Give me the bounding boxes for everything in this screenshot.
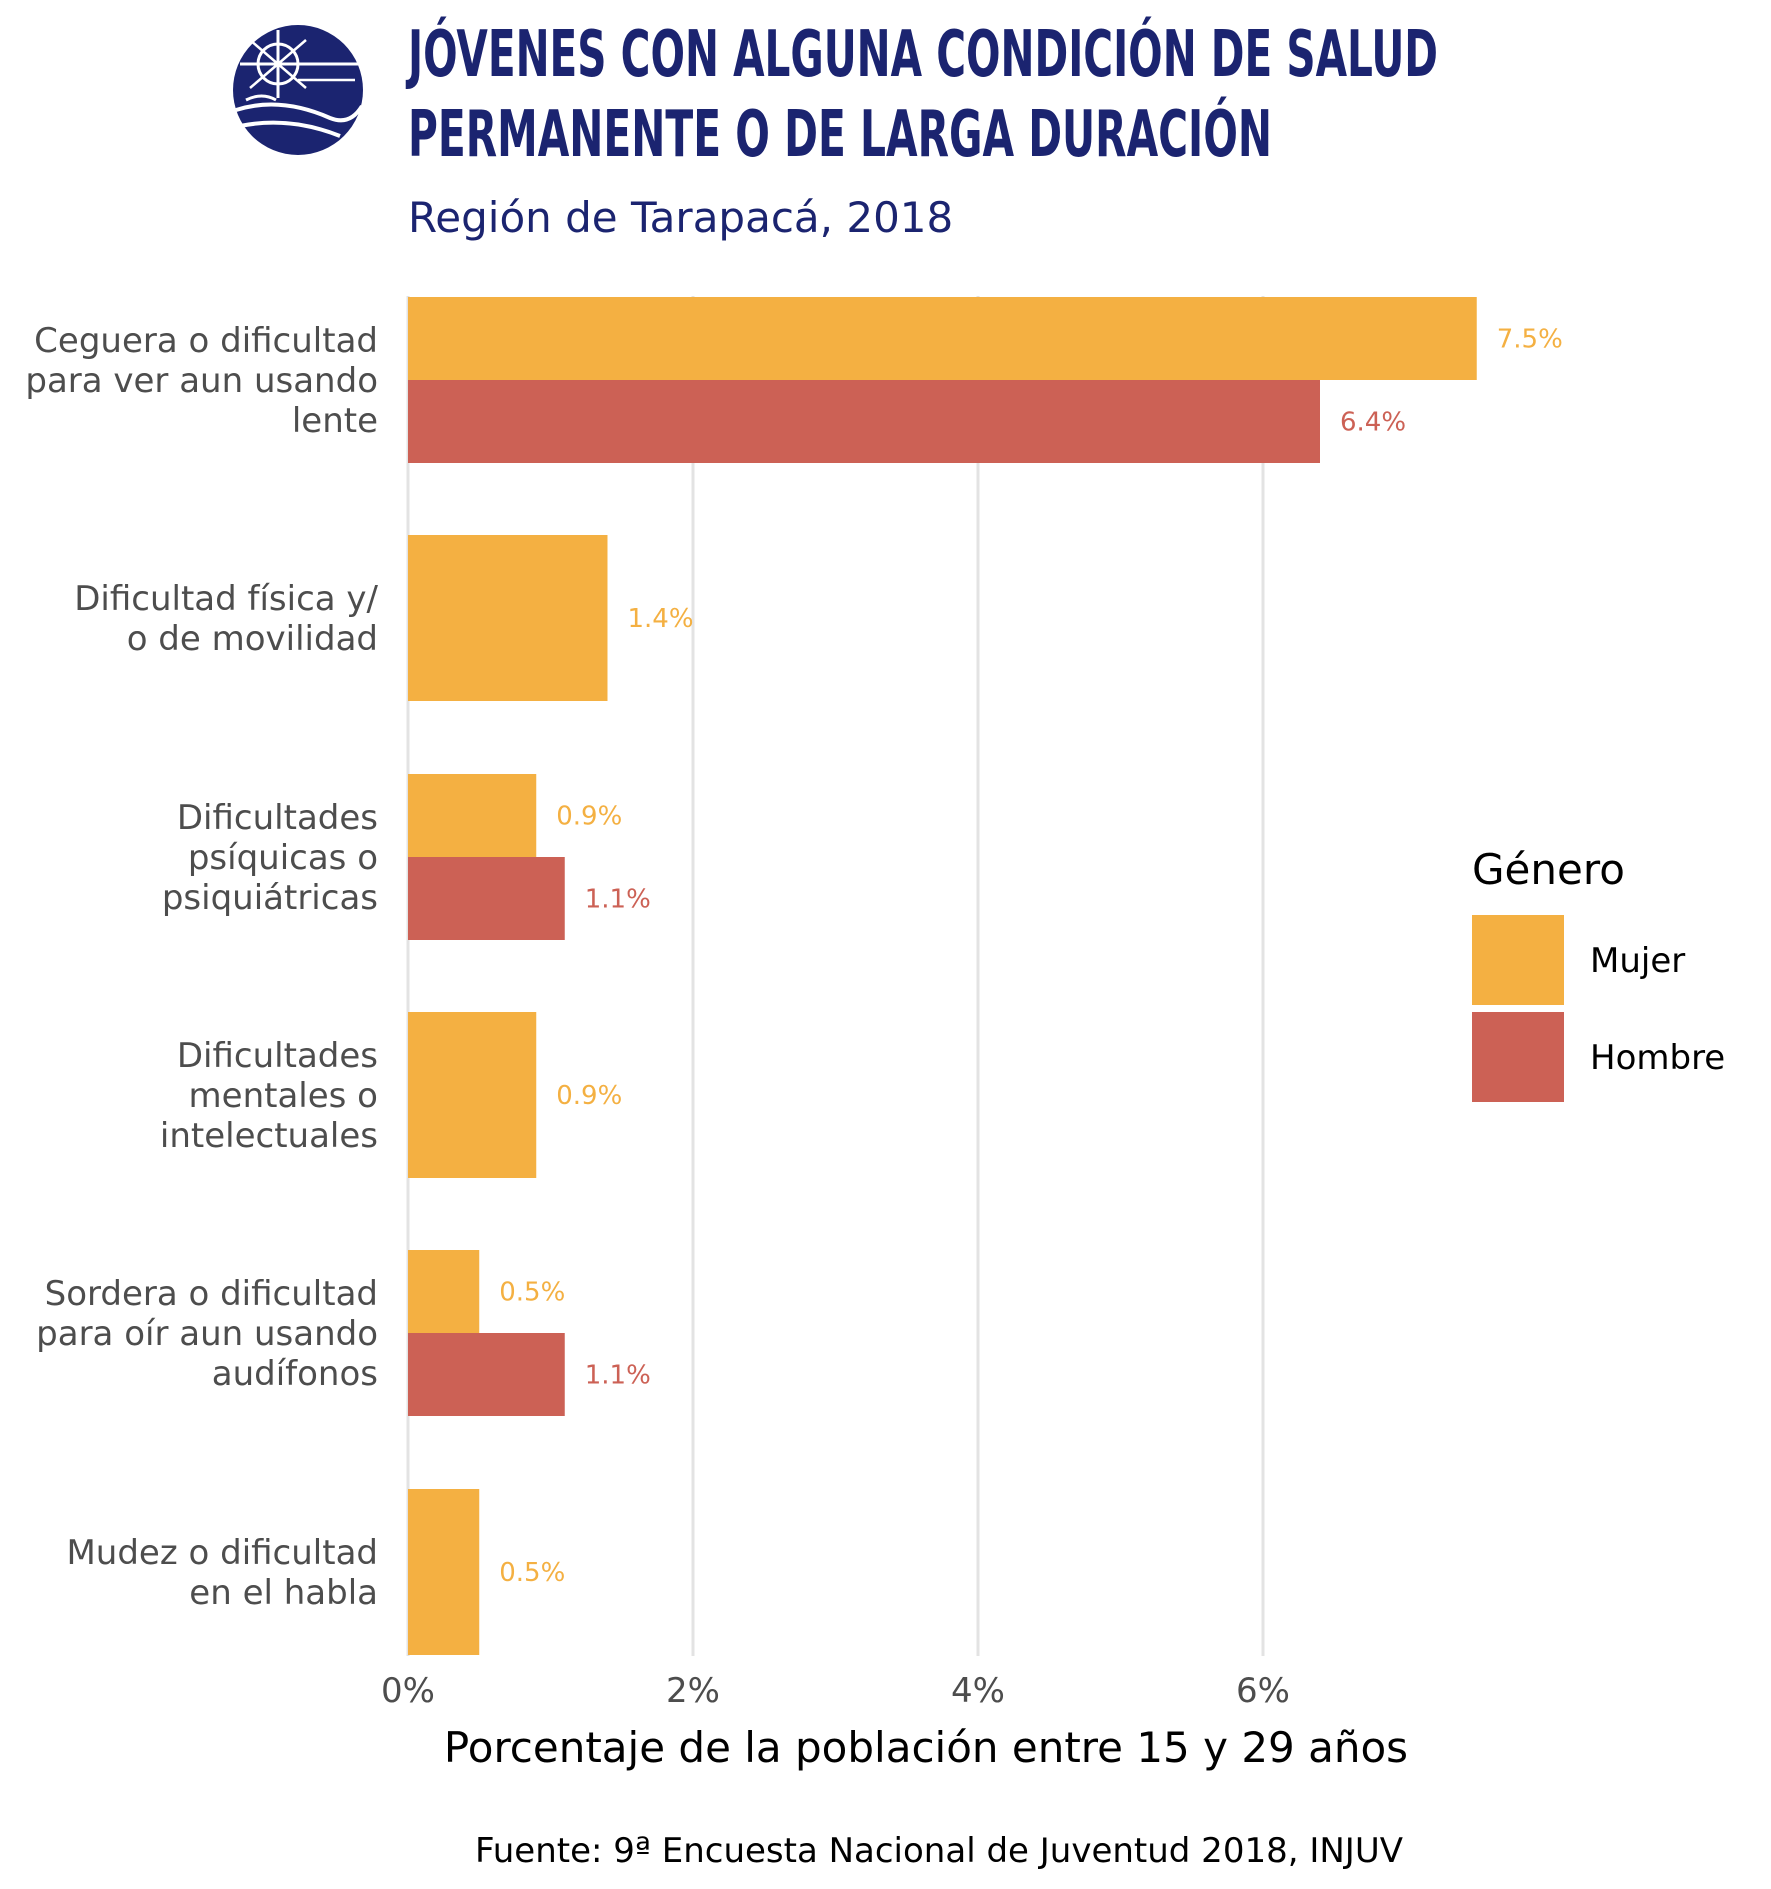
- legend-swatch-mujer: [1472, 915, 1564, 1005]
- chart-title-line-1: JÓVENES CON ALGUNA CONDICIÓN DE SALUD: [405, 16, 1438, 92]
- category-label: Mudez o dificultad en el habla: [66, 1533, 378, 1613]
- bar-hombre: [408, 857, 565, 940]
- x-axis-ticks: 0% 2% 4% 6%: [381, 1671, 1290, 1711]
- data-label-mujer: 7.5%: [1497, 325, 1563, 355]
- x-tick-label: 4%: [951, 1671, 1005, 1711]
- bars: [408, 297, 1477, 1655]
- legend-title: Género: [1472, 845, 1625, 894]
- data-label-mujer: 0.9%: [556, 1081, 622, 1111]
- bar-hombre: [408, 1333, 565, 1416]
- legend-label-hombre: Hombre: [1590, 1038, 1725, 1078]
- data-label-hombre: 1.1%: [585, 885, 651, 915]
- category-label: Ceguera o dificultad para ver aun usando l…: [25, 321, 378, 441]
- bar-mujer: [408, 297, 1477, 380]
- data-label-mujer: 0.5%: [499, 1278, 565, 1308]
- chart-title-line-2: PERMANENTE O DE LARGA DURACIÓN: [408, 96, 1272, 172]
- source-note: Fuente: 9ª Encuesta Nacional de Juventud…: [475, 1831, 1403, 1871]
- data-label-mujer: 0.9%: [556, 802, 622, 832]
- gridlines: [406, 296, 1265, 1656]
- data-label-mujer: 1.4%: [628, 604, 694, 634]
- bar-mujer: [408, 774, 537, 857]
- bar-mujer: [408, 1012, 537, 1178]
- legend-label-mujer: Mujer: [1590, 941, 1685, 981]
- bar-mujer: [408, 1489, 480, 1655]
- injuv-logo-icon: [233, 25, 364, 155]
- x-tick-label: 2%: [666, 1671, 720, 1711]
- category-label: Dificultades mentales o intelectuales: [160, 1036, 378, 1156]
- data-labels: 7.5% 6.4% 1.4% 0.9% 1.1% 0.9% 0.5% 1.1% 0.5%: [499, 325, 1563, 1589]
- category-label: Sordera o dificultad para oír aun usando a…: [36, 1274, 378, 1394]
- x-axis-title: Porcentaje de la población entre 15 y 29…: [444, 1723, 1408, 1772]
- x-tick-label: 6%: [1236, 1671, 1290, 1711]
- category-labels: Ceguera o dificultad para ver aun usando l…: [25, 321, 378, 1613]
- data-label-hombre: 1.1%: [585, 1361, 651, 1391]
- bar-mujer: [408, 535, 608, 701]
- category-label: Dificultades psíquicas o psiquiátricas: [162, 798, 378, 918]
- data-label-mujer: 0.5%: [499, 1558, 565, 1588]
- bar-mujer: [408, 1250, 480, 1333]
- data-label-hombre: 6.4%: [1340, 408, 1406, 438]
- x-tick-label: 0%: [381, 1671, 435, 1711]
- bar-hombre: [408, 380, 1320, 463]
- legend-swatch-hombre: [1472, 1012, 1564, 1102]
- chart-subtitle: Región de Tarapacá, 2018: [408, 193, 953, 242]
- category-label: Dificultad física y/o de movilidad: [74, 579, 378, 659]
